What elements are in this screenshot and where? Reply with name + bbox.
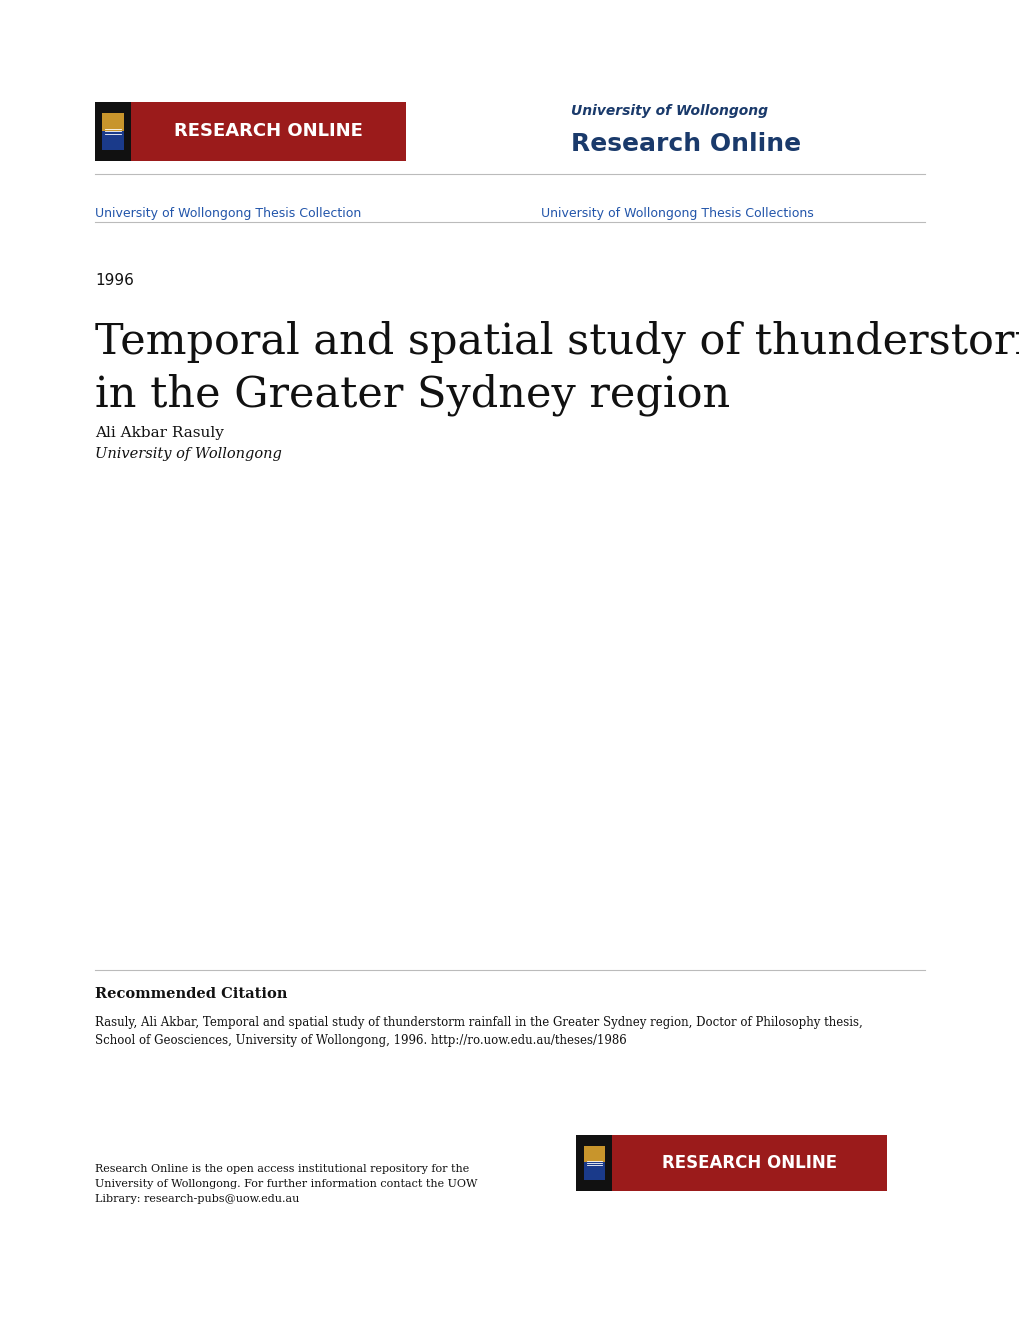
Text: Recommended Citation: Recommended Citation <box>95 987 287 1002</box>
Text: Research Online: Research Online <box>571 132 801 156</box>
Text: University of Wollongong Thesis Collections: University of Wollongong Thesis Collecti… <box>540 207 812 220</box>
Text: University of Wollongong Thesis Collection: University of Wollongong Thesis Collecti… <box>95 207 361 220</box>
FancyBboxPatch shape <box>102 112 124 131</box>
Text: RESEARCH ONLINE: RESEARCH ONLINE <box>173 123 363 140</box>
FancyBboxPatch shape <box>583 1146 604 1162</box>
FancyBboxPatch shape <box>102 131 124 150</box>
Text: Research Online is the open access institutional repository for the
University o: Research Online is the open access insti… <box>95 1164 477 1204</box>
Bar <box>611 1135 887 1191</box>
Text: in the Greater Sydney region: in the Greater Sydney region <box>95 374 730 416</box>
Text: University of Wollongong: University of Wollongong <box>571 104 767 119</box>
FancyBboxPatch shape <box>583 1162 604 1180</box>
Text: RESEARCH ONLINE: RESEARCH ONLINE <box>661 1154 837 1172</box>
Bar <box>95 102 130 161</box>
Text: Rasuly, Ali Akbar, Temporal and spatial study of thunderstorm rainfall in the Gr: Rasuly, Ali Akbar, Temporal and spatial … <box>95 1016 862 1047</box>
Text: Ali Akbar Rasuly: Ali Akbar Rasuly <box>95 426 223 441</box>
Text: 1996: 1996 <box>95 273 133 288</box>
Text: University of Wollongong: University of Wollongong <box>95 447 281 462</box>
Bar <box>576 1135 611 1191</box>
Text: Temporal and spatial study of thunderstorm rainfall: Temporal and spatial study of thundersto… <box>95 321 1019 363</box>
Bar <box>130 102 406 161</box>
